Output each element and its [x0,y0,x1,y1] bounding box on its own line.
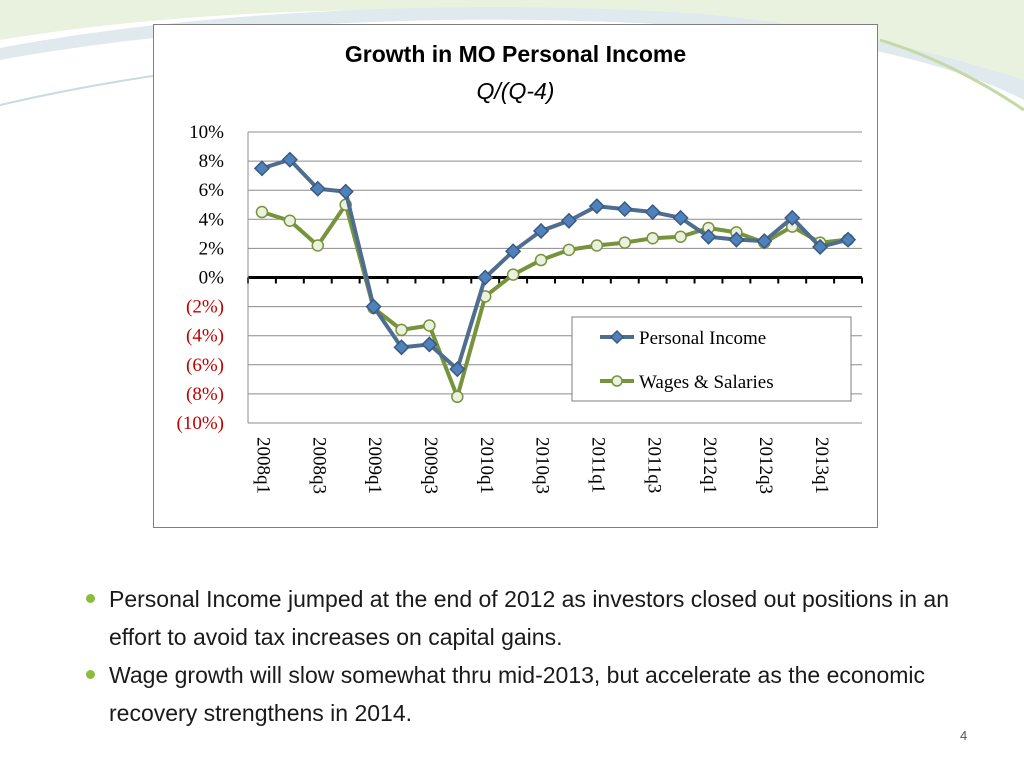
legend-box [571,316,852,402]
y-tick-label: 10% [189,122,224,143]
data-point [588,198,605,215]
data-point [253,160,271,177]
y-tick-label: 0% [199,268,225,289]
data-point [395,323,408,337]
bullet-item: Wage growth will slow somewhat thru mid-… [86,656,986,732]
data-point [646,231,659,245]
bullet-list: Personal Income jumped at the end of 201… [86,580,986,732]
x-tick-label: 2008q1 [253,437,274,494]
series-line [261,157,849,372]
x-tick-label: 2011q1 [588,437,609,493]
data-point [784,209,801,226]
data-point [562,243,576,257]
data-point [618,236,632,249]
bullet-icon [86,594,95,603]
bullet-text: Personal Income jumped at the end of 201… [109,586,950,650]
data-point [281,151,298,168]
chart-title: Growth in MO Personal Income [344,41,687,67]
legend-marker [609,329,625,345]
x-tick-label: 2012q1 [699,437,720,494]
x-tick-label: 2011q3 [643,437,664,493]
y-tick-label: (6%) [186,355,224,376]
data-point [451,390,464,404]
data-point [309,180,326,197]
y-tick-label: 8% [199,151,225,172]
data-point [674,230,687,244]
data-point [644,203,661,221]
x-tick-label: 2010q3 [532,437,553,494]
data-point [337,183,354,200]
data-point [590,239,604,252]
data-point [812,238,829,256]
data-point [311,239,325,252]
y-tick-label: (10%) [177,413,224,434]
data-point [756,233,773,250]
data-point [449,361,466,378]
data-point [700,228,717,245]
data-point [255,205,269,219]
x-tick-label: 2009q1 [364,437,385,494]
data-point [393,339,410,356]
y-tick-label: (8%) [186,384,224,405]
y-tick-label: (2%) [186,297,224,318]
y-tick-label: 4% [199,209,225,230]
y-tick-label: 6% [199,180,225,201]
y-tick-label: (4%) [186,326,224,347]
data-point [365,298,382,315]
x-tick-label: 2008q3 [308,437,329,494]
legend-marker [611,375,623,387]
legend-label: Wages & Salaries [639,372,774,393]
data-point [532,222,550,240]
y-tick-label: 2% [199,238,225,259]
data-point [728,231,745,248]
bullet-text: Wage growth will slow somewhat thru mid-… [109,662,926,726]
legend-label: Personal Income [639,328,766,349]
data-point [423,319,436,332]
data-point [506,268,520,281]
page-number: 4 [960,728,968,743]
x-tick-label: 2013q1 [811,437,832,494]
x-tick-label: 2009q3 [420,437,441,494]
x-tick-label: 2012q3 [755,437,776,494]
data-point [421,336,438,353]
data-point [839,231,857,248]
bullet-item: Personal Income jumped at the end of 201… [86,580,986,656]
chart-container: Growth in MO Personal Income Q/(Q-4) 10%… [153,24,878,528]
data-point [616,201,633,218]
data-point [560,212,578,229]
bullet-icon [86,670,95,679]
data-point [672,209,689,226]
data-point [505,243,522,260]
x-tick-label: 2010q1 [476,437,497,494]
line-chart: 10% 8% 6% 4% 2% 0% (2%) (4%) (6%) (8%) (10%) 2008q… [177,122,863,494]
chart-subtitle: Q/(Q-4) [476,78,555,104]
data-point [534,253,548,267]
data-point [477,269,494,286]
data-point [283,214,297,228]
